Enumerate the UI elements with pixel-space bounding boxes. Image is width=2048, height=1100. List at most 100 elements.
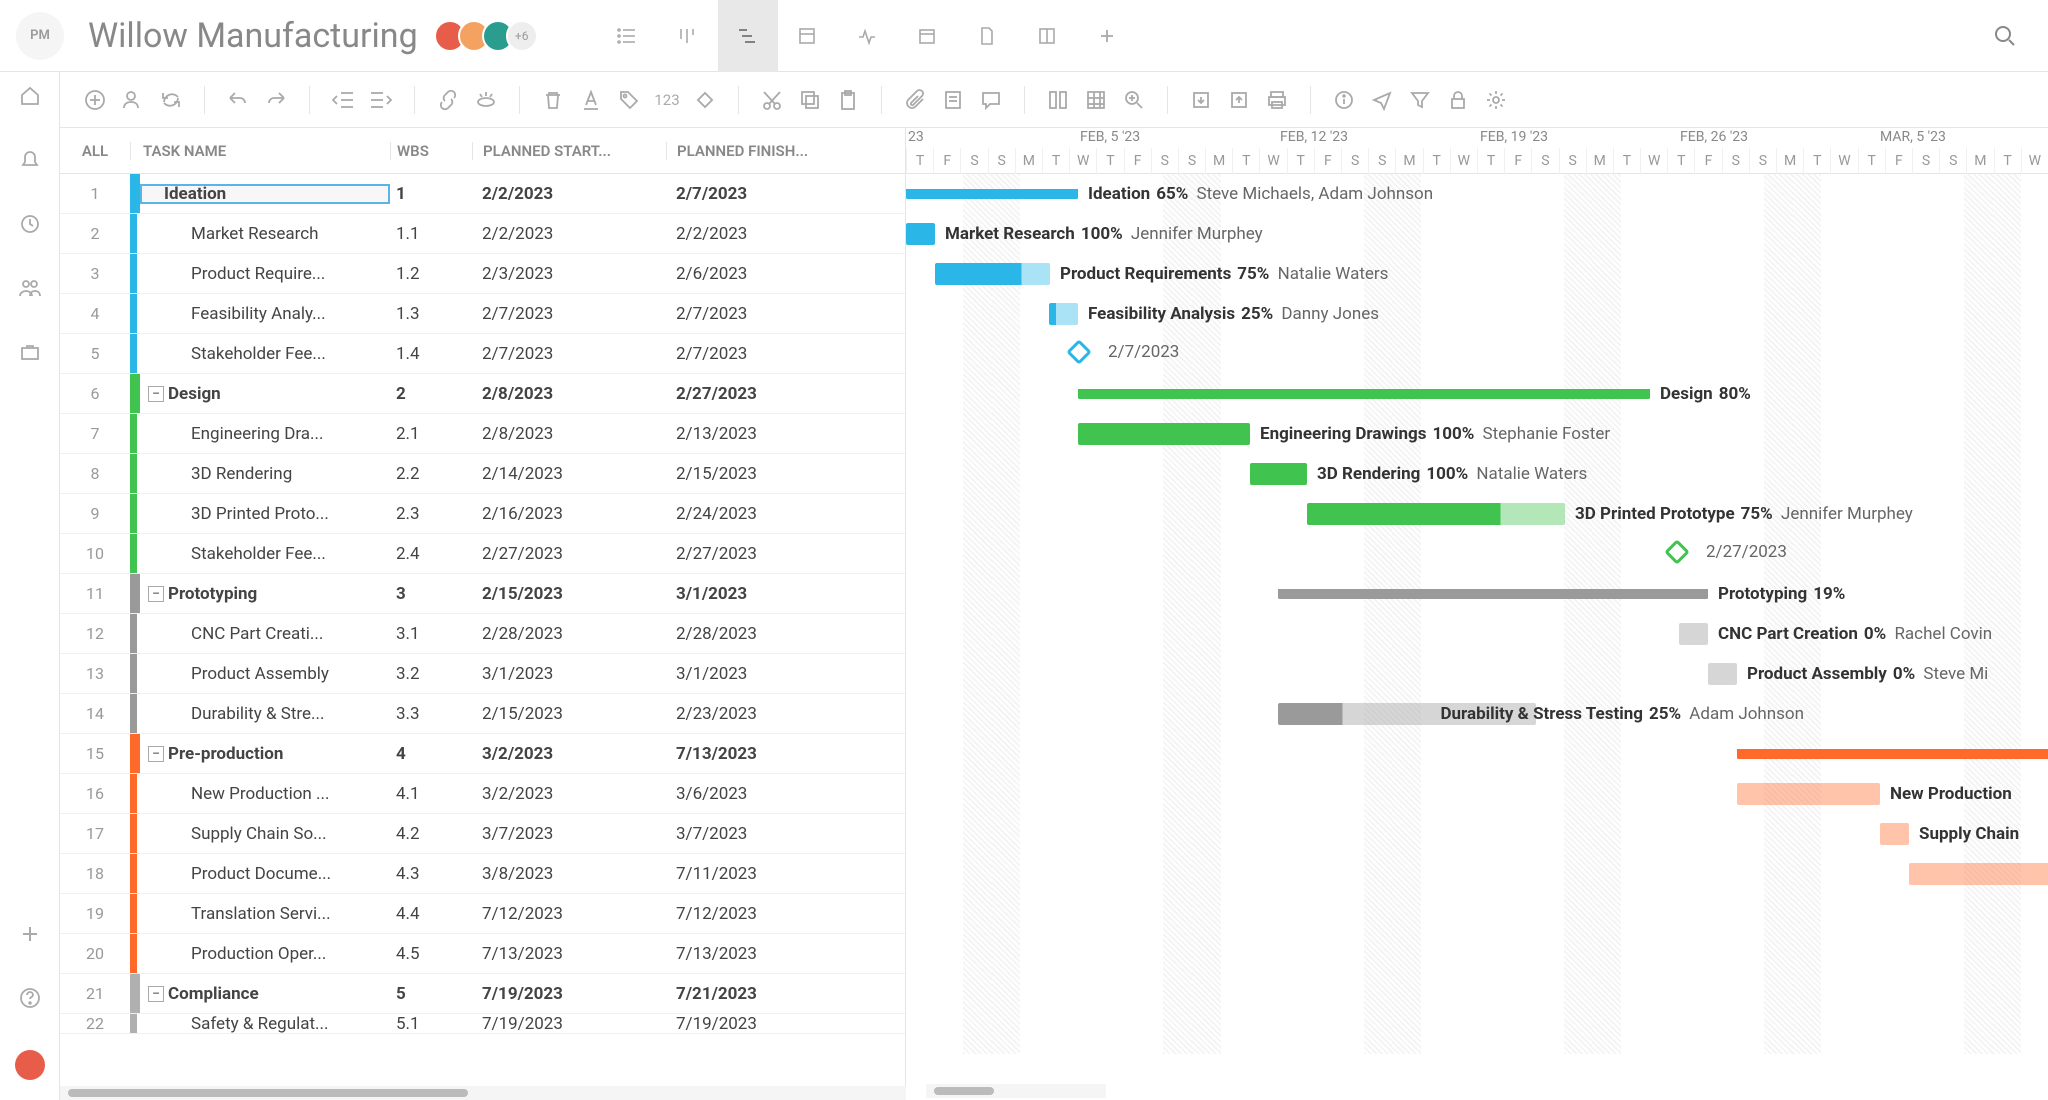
task-name-cell[interactable]: Product Docume... <box>137 864 390 884</box>
task-name-cell[interactable]: Product Require... <box>137 264 390 284</box>
col-task-name[interactable]: TASK NAME <box>130 142 390 160</box>
app-logo[interactable]: PM <box>16 12 64 60</box>
view-sheet-icon[interactable] <box>778 0 838 72</box>
assign-icon[interactable] <box>118 85 148 115</box>
task-name-cell[interactable]: Engineering Dra... <box>137 424 390 444</box>
copy-icon[interactable] <box>795 85 825 115</box>
grid-icon[interactable] <box>1081 85 1111 115</box>
table-row[interactable]: 12 CNC Part Creati... 3.1 2/28/2023 2/28… <box>60 614 905 654</box>
task-name-cell[interactable]: Durability & Stre... <box>137 704 390 724</box>
gantt-task-bar[interactable]: 3D Printed Prototype75% Jennifer Murphey <box>1307 503 1565 525</box>
view-add-icon[interactable] <box>1078 0 1138 72</box>
table-row[interactable]: 15 −Pre-production 4 3/2/2023 7/13/2023 <box>60 734 905 774</box>
table-row[interactable]: 21 −Compliance 5 7/19/2023 7/21/2023 <box>60 974 905 1014</box>
task-name-cell[interactable]: 3D Printed Proto... <box>137 504 390 524</box>
table-row[interactable]: 3 Product Require... 1.2 2/3/2023 2/6/20… <box>60 254 905 294</box>
collapse-icon[interactable]: − <box>148 586 164 602</box>
task-name-cell[interactable]: Safety & Regulat... <box>137 1014 390 1034</box>
task-name-cell[interactable]: −Design <box>140 384 390 404</box>
notifications-icon[interactable] <box>18 148 42 172</box>
gantt-task-bar[interactable]: Engineering Drawings100% Stephanie Foste… <box>1078 423 1250 445</box>
lock-icon[interactable] <box>1443 85 1473 115</box>
gantt-task-bar[interactable]: CNC Part Creation0% Rachel Covin <box>1679 623 1708 645</box>
task-name-cell[interactable]: Stakeholder Fee... <box>137 344 390 364</box>
text-color-icon[interactable] <box>576 85 606 115</box>
task-name-cell[interactable]: −Compliance <box>140 984 390 1004</box>
task-name-cell[interactable]: Translation Servi... <box>137 904 390 924</box>
gantt-body[interactable]: Ideation65% Steve Michaels, Adam Johnson… <box>906 174 2048 1054</box>
gantt-group-bar[interactable] <box>1737 749 2048 759</box>
view-form-icon[interactable] <box>1018 0 1078 72</box>
task-name-cell[interactable]: Ideation <box>140 184 390 204</box>
gantt-task-bar[interactable]: Feasibility Analysis25% Danny Jones <box>1049 303 1078 325</box>
task-name-cell[interactable]: Production Oper... <box>137 944 390 964</box>
indent-icon[interactable] <box>366 85 396 115</box>
task-name-cell[interactable]: Supply Chain So... <box>137 824 390 844</box>
task-name-cell[interactable]: −Pre-production <box>140 744 390 764</box>
table-row[interactable]: 9 3D Printed Proto... 2.3 2/16/2023 2/24… <box>60 494 905 534</box>
gantt-task-bar[interactable]: Product Assembly0% Steve Mi <box>1708 663 1737 685</box>
table-row[interactable]: 14 Durability & Stre... 3.3 2/15/2023 2/… <box>60 694 905 734</box>
table-row[interactable]: 6 −Design 2 2/8/2023 2/27/2023 <box>60 374 905 414</box>
table-row[interactable]: 1 Ideation 1 2/2/2023 2/7/2023 <box>60 174 905 214</box>
export-icon[interactable] <box>1224 85 1254 115</box>
print-icon[interactable] <box>1262 85 1292 115</box>
send-icon[interactable] <box>1367 85 1397 115</box>
view-calendar-icon[interactable] <box>898 0 958 72</box>
gantt-task-bar[interactable]: Market Research100% Jennifer Murphey <box>906 223 935 245</box>
table-row[interactable]: 5 Stakeholder Fee... 1.4 2/7/2023 2/7/20… <box>60 334 905 374</box>
collapse-icon[interactable]: − <box>148 746 164 762</box>
gantt-task-bar[interactable] <box>1909 863 2048 885</box>
gantt-task-bar[interactable]: Supply Chain <box>1880 823 1909 845</box>
outdent-icon[interactable] <box>328 85 358 115</box>
view-activity-icon[interactable] <box>838 0 898 72</box>
user-avatar[interactable] <box>15 1050 45 1080</box>
gantt-group-bar[interactable]: Ideation65% Steve Michaels, Adam Johnson <box>906 189 1078 199</box>
delete-icon[interactable] <box>538 85 568 115</box>
table-row[interactable]: 18 Product Docume... 4.3 3/8/2023 7/11/2… <box>60 854 905 894</box>
table-row[interactable]: 16 New Production ... 4.1 3/2/2023 3/6/2… <box>60 774 905 814</box>
task-name-cell[interactable]: Market Research <box>137 224 390 244</box>
gantt-task-bar[interactable]: New Production <box>1737 783 1880 805</box>
milestone-icon[interactable] <box>690 85 720 115</box>
table-row[interactable]: 11 −Prototyping 3 2/15/2023 3/1/2023 <box>60 574 905 614</box>
unlink-icon[interactable] <box>471 85 501 115</box>
gantt-group-bar[interactable]: Prototyping19% <box>1278 589 1708 599</box>
col-planned-finish[interactable]: PLANNED FINISH... <box>666 142 826 160</box>
paste-icon[interactable] <box>833 85 863 115</box>
table-row[interactable]: 4 Feasibility Analy... 1.3 2/7/2023 2/7/… <box>60 294 905 334</box>
avatar-more[interactable]: +6 <box>506 20 538 52</box>
view-page-icon[interactable] <box>958 0 1018 72</box>
columns-icon[interactable] <box>1043 85 1073 115</box>
task-name-cell[interactable]: Stakeholder Fee... <box>137 544 390 564</box>
table-row[interactable]: 2 Market Research 1.1 2/2/2023 2/2/2023 <box>60 214 905 254</box>
task-name-cell[interactable]: New Production ... <box>137 784 390 804</box>
table-row[interactable]: 20 Production Oper... 4.5 7/13/2023 7/13… <box>60 934 905 974</box>
view-list-icon[interactable] <box>598 0 658 72</box>
attachment-icon[interactable] <box>900 85 930 115</box>
gantt-task-bar[interactable]: Product Requirements75% Natalie Waters <box>935 263 1050 285</box>
cut-icon[interactable] <box>757 85 787 115</box>
table-row[interactable]: 22 Safety & Regulat... 5.1 7/19/2023 7/1… <box>60 1014 905 1034</box>
view-gantt-icon[interactable] <box>718 0 778 72</box>
project-members[interactable]: +6 <box>442 20 538 52</box>
table-row[interactable]: 10 Stakeholder Fee... 2.4 2/27/2023 2/27… <box>60 534 905 574</box>
help-icon[interactable] <box>18 986 42 1010</box>
col-planned-start[interactable]: PLANNED START... <box>472 142 666 160</box>
task-hscroll[interactable] <box>60 1086 906 1100</box>
table-row[interactable]: 19 Translation Servi... 4.4 7/12/2023 7/… <box>60 894 905 934</box>
clock-icon[interactable] <box>18 212 42 236</box>
import-icon[interactable] <box>1186 85 1216 115</box>
col-wbs[interactable]: WBS <box>390 142 472 160</box>
task-name-cell[interactable]: Feasibility Analy... <box>137 304 390 324</box>
gantt-milestone[interactable] <box>1066 339 1091 364</box>
table-row[interactable]: 13 Product Assembly 3.2 3/1/2023 3/1/202… <box>60 654 905 694</box>
task-name-cell[interactable]: Product Assembly <box>137 664 390 684</box>
col-all[interactable]: ALL <box>60 142 130 160</box>
task-name-cell[interactable]: 3D Rendering <box>137 464 390 484</box>
task-name-cell[interactable]: CNC Part Creati... <box>137 624 390 644</box>
zoom-icon[interactable] <box>1119 85 1149 115</box>
gantt-hscroll[interactable] <box>926 1084 1106 1098</box>
redo-icon[interactable] <box>261 85 291 115</box>
undo-icon[interactable] <box>223 85 253 115</box>
